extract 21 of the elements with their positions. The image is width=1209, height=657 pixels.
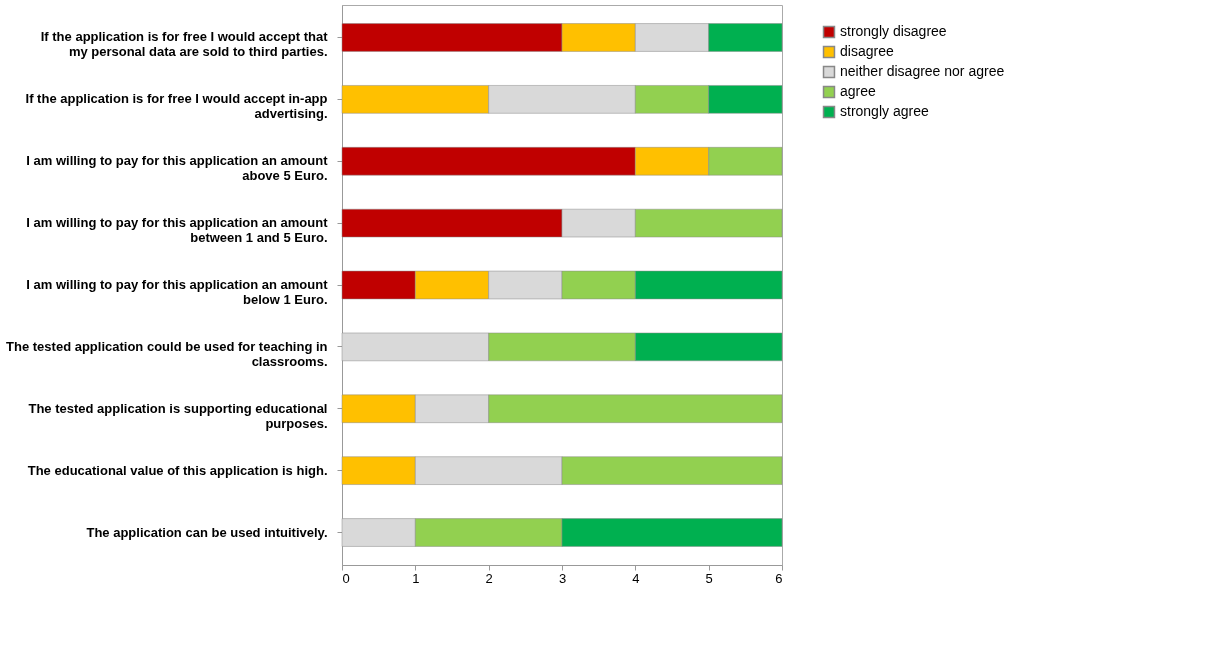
y-tick-label: I am willing to pay for this application an amount between 1 and 5 Euro. <box>26 215 329 246</box>
x-tick-label: 5 <box>705 570 713 586</box>
y-tick-label: If the application is for free I would accept in-app advertising. <box>25 91 328 122</box>
x-tick-label: 0 <box>342 570 350 586</box>
y-tick-label: I am willing to pay for this application an amount above 5 Euro. <box>26 153 329 184</box>
y-tick-label: The tested application is supporting educational purposes. <box>28 400 328 431</box>
y-tick-label: I am willing to pay for this application an amount below 1 Euro. <box>26 277 329 307</box>
x-tick-label: 4 <box>632 570 640 586</box>
legend-label: strongly agree <box>840 103 929 119</box>
x-tick-label: 1 <box>412 570 420 586</box>
y-tick-label: The tested application could be used for teaching in classrooms. <box>6 338 328 369</box>
legend-label: disagree <box>840 43 894 59</box>
legend-label: neither disagree nor agree <box>840 63 1005 79</box>
legend-label: strongly disagree <box>840 23 947 39</box>
y-tick-label: If the application is for free I would accept that my personal data are sold to third parties. <box>40 29 329 60</box>
legend-label: agree <box>840 83 877 99</box>
y-tick-label: The educational value of this application is high. <box>27 462 328 478</box>
x-tick-label: 6 <box>775 570 783 586</box>
x-tick-label: 2 <box>485 570 493 586</box>
x-tick-label: 3 <box>558 570 567 586</box>
y-tick-label: The application can be used intuitively. <box>86 524 328 540</box>
